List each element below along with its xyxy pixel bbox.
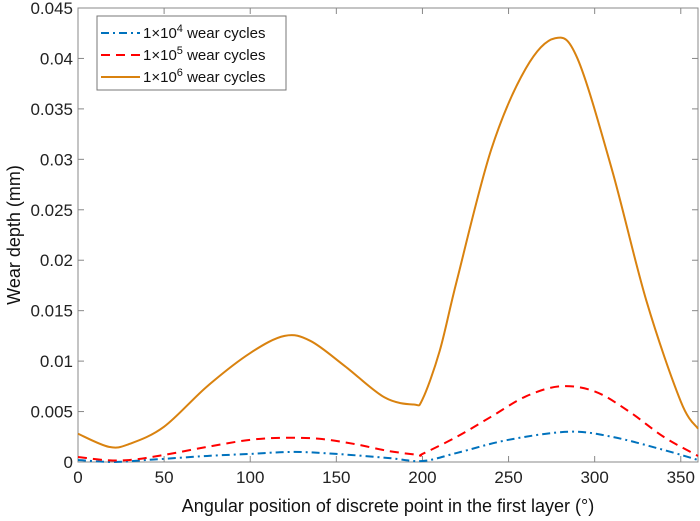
x-tick-label: 150 bbox=[322, 468, 350, 487]
y-tick-label: 0.04 bbox=[40, 49, 73, 68]
y-tick-label: 0.035 bbox=[30, 100, 73, 119]
x-tick-label: 50 bbox=[155, 468, 174, 487]
series-1 bbox=[77, 430, 699, 464]
y-tick-label: 0.045 bbox=[30, 0, 73, 18]
x-tick-label: 200 bbox=[408, 468, 436, 487]
x-tick-label: 100 bbox=[236, 468, 264, 487]
legend-label: 1×104 wear cycles bbox=[143, 23, 265, 42]
x-tick-label: 300 bbox=[580, 468, 608, 487]
series-line bbox=[77, 36, 699, 449]
legend-text-part: 4 bbox=[177, 23, 183, 35]
y-tick-label: 0.015 bbox=[30, 302, 73, 321]
legend-label: 1×105 wear cycles bbox=[143, 45, 265, 64]
legend-text-part: 1×10 bbox=[143, 25, 177, 42]
y-tick-label: 0.02 bbox=[40, 251, 73, 270]
series-3 bbox=[77, 36, 699, 449]
x-tick-label: 350 bbox=[667, 468, 695, 487]
y-tick-label: 0.01 bbox=[40, 352, 73, 371]
legend-text-part: 1×10 bbox=[143, 47, 177, 64]
series-line bbox=[77, 430, 699, 464]
legend-text-part: 5 bbox=[177, 45, 183, 57]
legend-text-part: wear cycles bbox=[183, 47, 266, 64]
y-tick-label: 0.03 bbox=[40, 150, 73, 169]
series-line bbox=[77, 385, 699, 462]
y-tick-label: 0.025 bbox=[30, 201, 73, 220]
x-axis-label: Angular position of discrete point in th… bbox=[182, 496, 594, 516]
legend-label: 1×106 wear cycles bbox=[143, 67, 265, 86]
legend-text-part: wear cycles bbox=[183, 25, 266, 42]
x-tick-label: 0 bbox=[73, 468, 82, 487]
y-tick-label: 0.005 bbox=[30, 403, 73, 422]
y-axis-label: Wear depth (mm) bbox=[4, 165, 24, 305]
legend-item: 1×105 wear cycles bbox=[101, 45, 265, 64]
legend-item: 1×106 wear cycles bbox=[101, 67, 265, 86]
legend-text-part: wear cycles bbox=[183, 69, 266, 86]
y-tick-label: 0 bbox=[64, 453, 73, 472]
plot-area: 0 50 100 150 200 250 300 350 0 0.005 0.01 0.015 0.02… bbox=[30, 0, 699, 487]
legend-text-part: 1×10 bbox=[143, 69, 177, 86]
legend-text-part: 6 bbox=[177, 67, 183, 79]
x-tick-label: 250 bbox=[494, 468, 522, 487]
series-2 bbox=[77, 385, 699, 462]
legend-item: 1×104 wear cycles bbox=[101, 23, 265, 42]
